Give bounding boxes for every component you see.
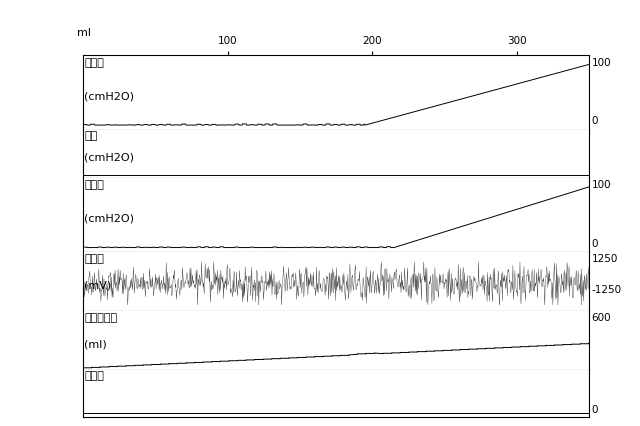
Text: 600: 600 (591, 313, 611, 323)
Text: (mV): (mV) (84, 280, 111, 291)
Text: 尿流率: 尿流率 (84, 371, 104, 381)
Text: 100: 100 (591, 58, 611, 68)
Text: 腹压: 腹压 (84, 131, 97, 141)
Text: 肌电图: 肌电图 (84, 254, 104, 264)
Text: 膀胱灌注量: 膀胱灌注量 (84, 313, 117, 323)
Text: 0: 0 (591, 405, 598, 415)
Text: (ml): (ml) (84, 339, 107, 349)
Text: (cmH2O): (cmH2O) (84, 153, 134, 163)
Text: 0: 0 (591, 116, 598, 126)
Text: (cmH2O): (cmH2O) (84, 214, 134, 224)
Text: 逼尿肌: 逼尿肌 (84, 180, 104, 190)
Text: 0: 0 (591, 239, 598, 249)
Text: 1250: 1250 (591, 254, 618, 264)
Text: ml: ml (77, 29, 91, 38)
Text: 100: 100 (591, 180, 611, 190)
Text: (cmH2O): (cmH2O) (84, 91, 134, 101)
Text: 膀胱压: 膀胱压 (84, 58, 104, 68)
Text: -1250: -1250 (591, 285, 621, 296)
